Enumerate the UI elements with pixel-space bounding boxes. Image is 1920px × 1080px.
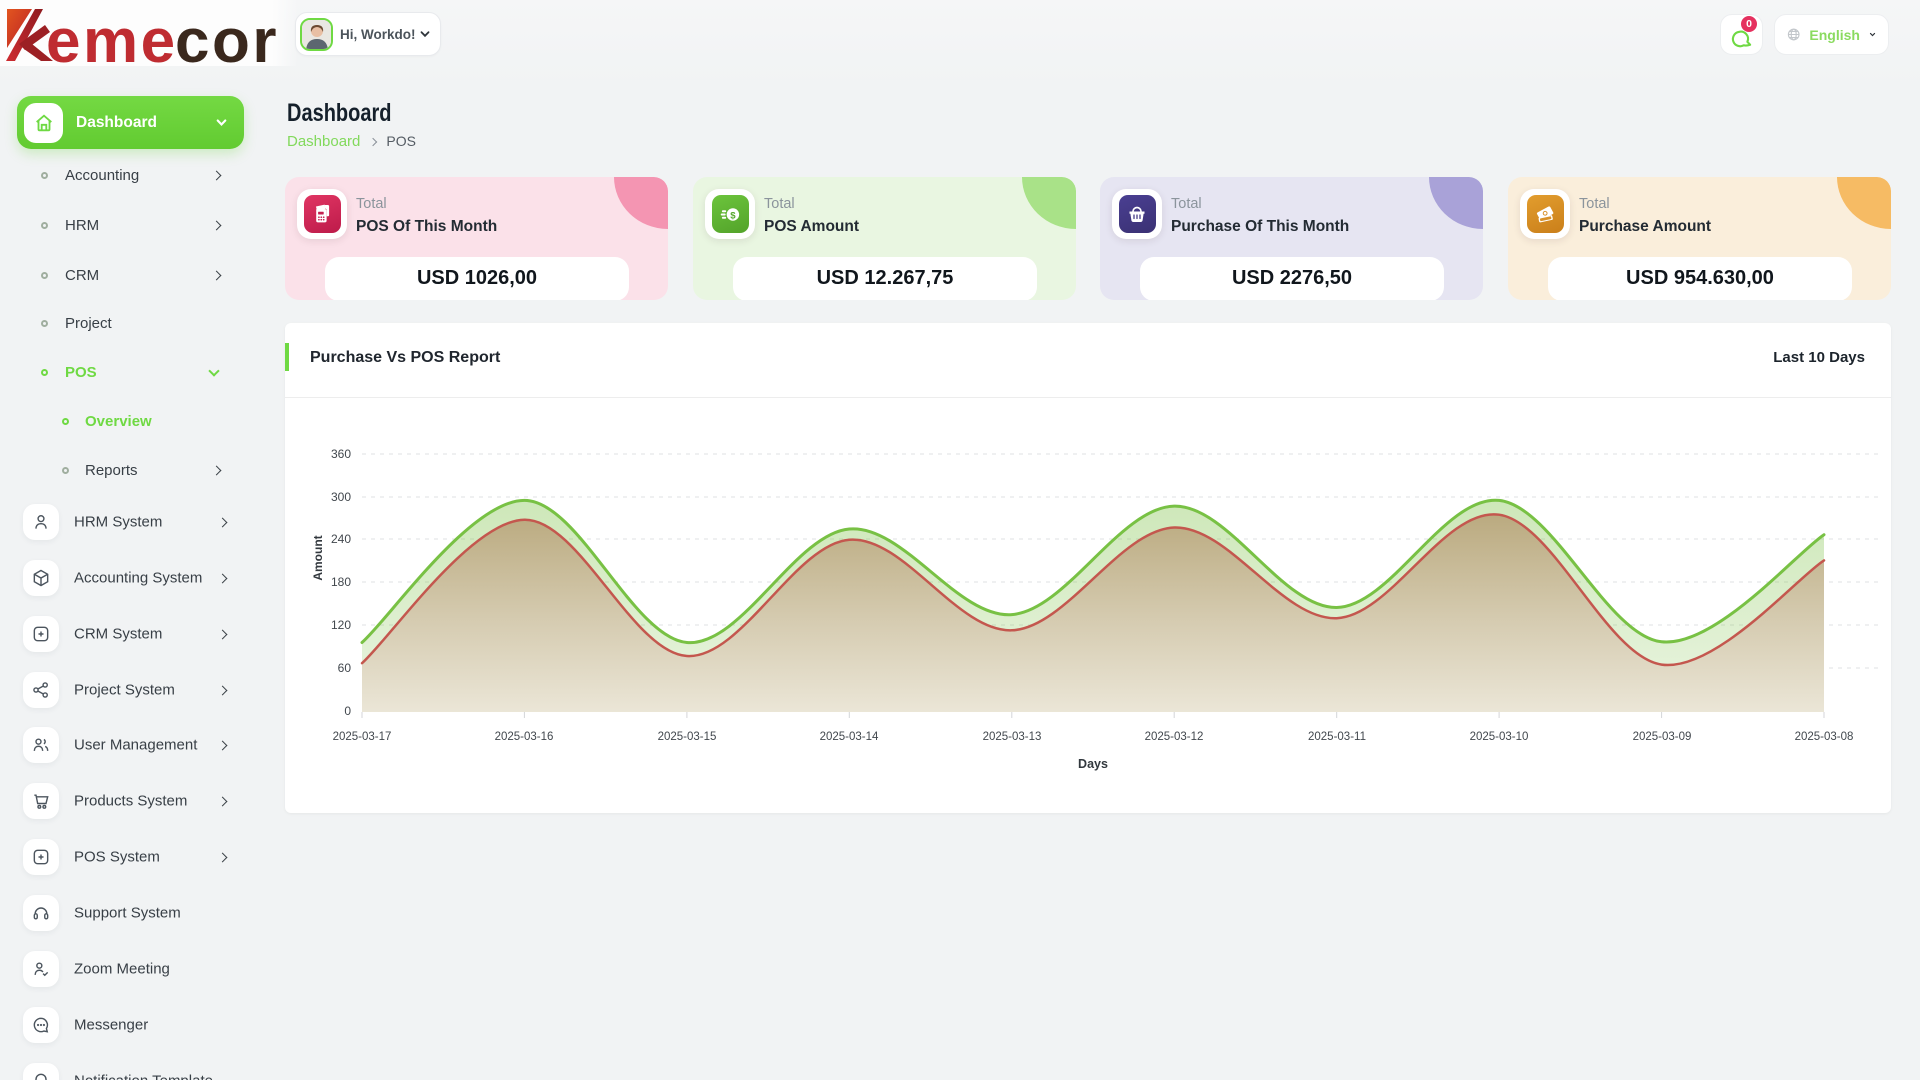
svg-text:Amount: Amount	[311, 535, 325, 580]
svg-text:2025-03-17: 2025-03-17	[333, 731, 392, 743]
svg-text:2025-03-08: 2025-03-08	[1795, 731, 1854, 743]
svg-text:360: 360	[331, 447, 351, 461]
svg-text:2025-03-14: 2025-03-14	[820, 731, 879, 743]
svg-text:2025-03-16: 2025-03-16	[495, 731, 554, 743]
svg-text:2025-03-11: 2025-03-11	[1308, 731, 1366, 743]
svg-text:2025-03-13: 2025-03-13	[983, 731, 1042, 743]
svg-text:60: 60	[338, 661, 352, 675]
svg-text:2025-03-15: 2025-03-15	[658, 731, 717, 743]
svg-text:cor: cor	[175, 7, 279, 70]
svg-text:$: $	[730, 210, 736, 221]
svg-text:300: 300	[331, 490, 351, 504]
svg-text:eme: eme	[46, 7, 178, 70]
svg-text:180: 180	[331, 575, 351, 589]
svg-text:0: 0	[344, 704, 351, 718]
svg-text:2025-03-10: 2025-03-10	[1470, 731, 1529, 743]
svg-text:2025-03-12: 2025-03-12	[1145, 731, 1204, 743]
svg-text:2025-03-09: 2025-03-09	[1633, 731, 1692, 743]
svg-text:120: 120	[331, 618, 351, 632]
svg-text:Days: Days	[1078, 757, 1108, 771]
svg-text:240: 240	[331, 532, 351, 546]
